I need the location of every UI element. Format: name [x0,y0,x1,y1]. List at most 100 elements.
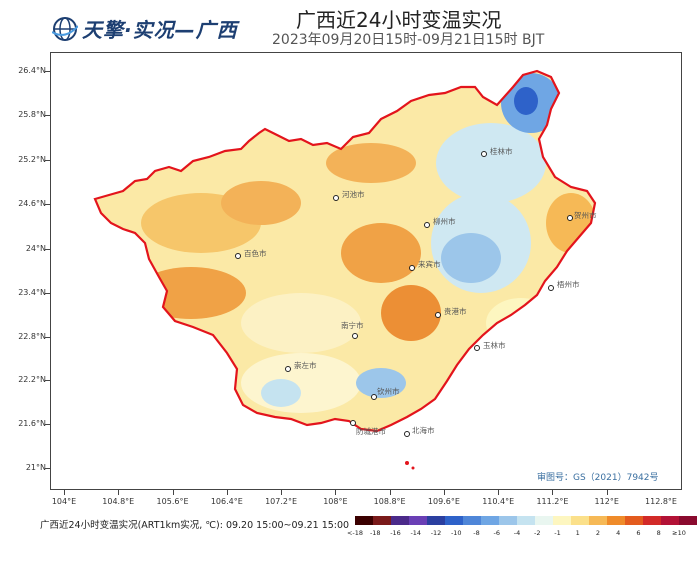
lon-tick [335,490,337,495]
lat-tick [45,293,50,294]
lon-label: 108°E [323,497,348,506]
city-label: 北海市 [412,426,435,435]
city-marker [352,333,358,339]
legend-swatch [355,516,373,525]
lon-label: 105.6°E [156,497,189,506]
legend-tick-label: 4 [616,529,621,537]
lat-tick [45,204,50,205]
lat-label: 25.2°N [18,155,46,164]
legend-swatch [391,516,409,525]
city-label: 河池市 [342,190,365,199]
city-label: 南宁市 [341,321,364,330]
city-label: 防城港市 [356,427,386,436]
lon-tick [64,490,65,495]
legend-tick-label: -10 [450,529,462,537]
legend-ticks: <-18 -18 -16 -14 -12 -10 -8 -6 -4 -2 -1 1 2 4 6 8 ≥10 [347,529,686,541]
city-label: 桂林市 [490,147,513,156]
legend-swatch [643,516,661,525]
lat-tick [45,380,50,381]
legend-swatch [589,516,607,525]
city-marker [474,345,480,351]
legend-swatch [463,516,481,525]
lat-tick [45,71,50,72]
lon-label: 106.4°E [210,497,243,506]
lat-label: 24°N [25,244,46,253]
legend-tick-label: -12 [430,529,442,537]
header: 天擎·实况—广西 广西近24小时变温实况 2023年09月20日15时-09月2… [0,0,700,52]
legend-tick-label: ≥10 [672,529,686,537]
legend-tick-label: 1 [575,529,580,537]
lon-label: 104°E [51,497,77,506]
lat-label: 22.8°N [18,332,46,341]
lon-label: 109.6°E [427,497,460,506]
lat-tick [45,249,50,250]
legend-tick-label: -1 [554,529,561,537]
lon-label: 107.2°E [265,497,298,506]
lon-label: 112°E [594,497,619,506]
city-marker [404,431,410,437]
lon-tick [172,490,174,495]
city-marker [285,366,291,372]
city-label: 玉林市 [483,341,506,350]
lon-tick [226,490,228,495]
city-label: 来宾市 [418,260,441,269]
city-label: 柳州市 [433,217,456,226]
legend-tick-label: 6 [636,529,641,537]
lat-label: 22.2°N [18,375,46,384]
lon-tick [389,490,391,495]
city-marker [409,265,415,271]
city-label: 百色市 [244,249,267,258]
legend-tick-label: -8 [473,529,480,537]
lon-label: 111.2°E [536,497,569,506]
city-marker [435,312,441,318]
lon-label: 108.8°E [373,497,406,506]
legend-tick-label: <-18 [346,529,364,537]
lon-tick [443,490,445,495]
legend-swatch [607,516,625,525]
city-marker [333,195,339,201]
lat-tick [45,424,50,425]
lon-label: 112.8°E [645,497,677,506]
lat-tick [45,468,50,469]
legend-swatch [535,516,553,525]
legend-swatch [661,516,679,525]
globe-icon [52,16,78,41]
lat-tick [45,160,50,161]
legend-swatch [445,516,463,525]
city-label: 梧州市 [557,280,580,289]
city-marker [424,222,430,228]
color-legend [355,516,697,525]
city-marker [548,285,554,291]
legend-swatch [571,516,589,525]
lat-label: 24.6°N [18,199,46,208]
city-marker [567,215,573,221]
map-approval-number: 审图号：GS（2021）7942号 [537,473,659,483]
page-title: 广西近24小时变温实况 [296,8,502,32]
province-boundary [93,69,597,433]
lat-label: 21°N [25,463,46,472]
legend-swatch [409,516,427,525]
legend-tick-label: -18 [369,529,381,537]
legend-tick-label: -16 [390,529,401,537]
city-marker [481,151,487,157]
island-weizhou [405,461,409,465]
lat-label: 21.6°N [18,419,46,428]
lat-label: 26.4°N [18,66,46,75]
legend-tick-label: -4 [513,529,521,537]
legend-label: 广西近24小时变温实况(ART1km实况, ℃): 09.20 15:00~09… [40,520,350,531]
legend-tick-label: 8 [656,529,661,537]
lat-label: 23.4°N [18,288,46,297]
logo-text: 天擎·实况—广西 [82,18,238,42]
legend-swatch [481,516,499,525]
legend-swatch [625,516,643,525]
lon-label: 110.4°E [482,497,515,506]
city-marker [371,394,377,400]
legend-swatch [679,516,697,525]
city-marker [235,253,241,259]
lon-label: 104.8°E [102,497,135,506]
lon-tick [498,490,500,495]
island-xieyang [411,466,415,470]
lon-tick [606,490,608,495]
lat-tick [45,337,50,338]
logo: 天擎·实况—广西 [52,14,238,43]
